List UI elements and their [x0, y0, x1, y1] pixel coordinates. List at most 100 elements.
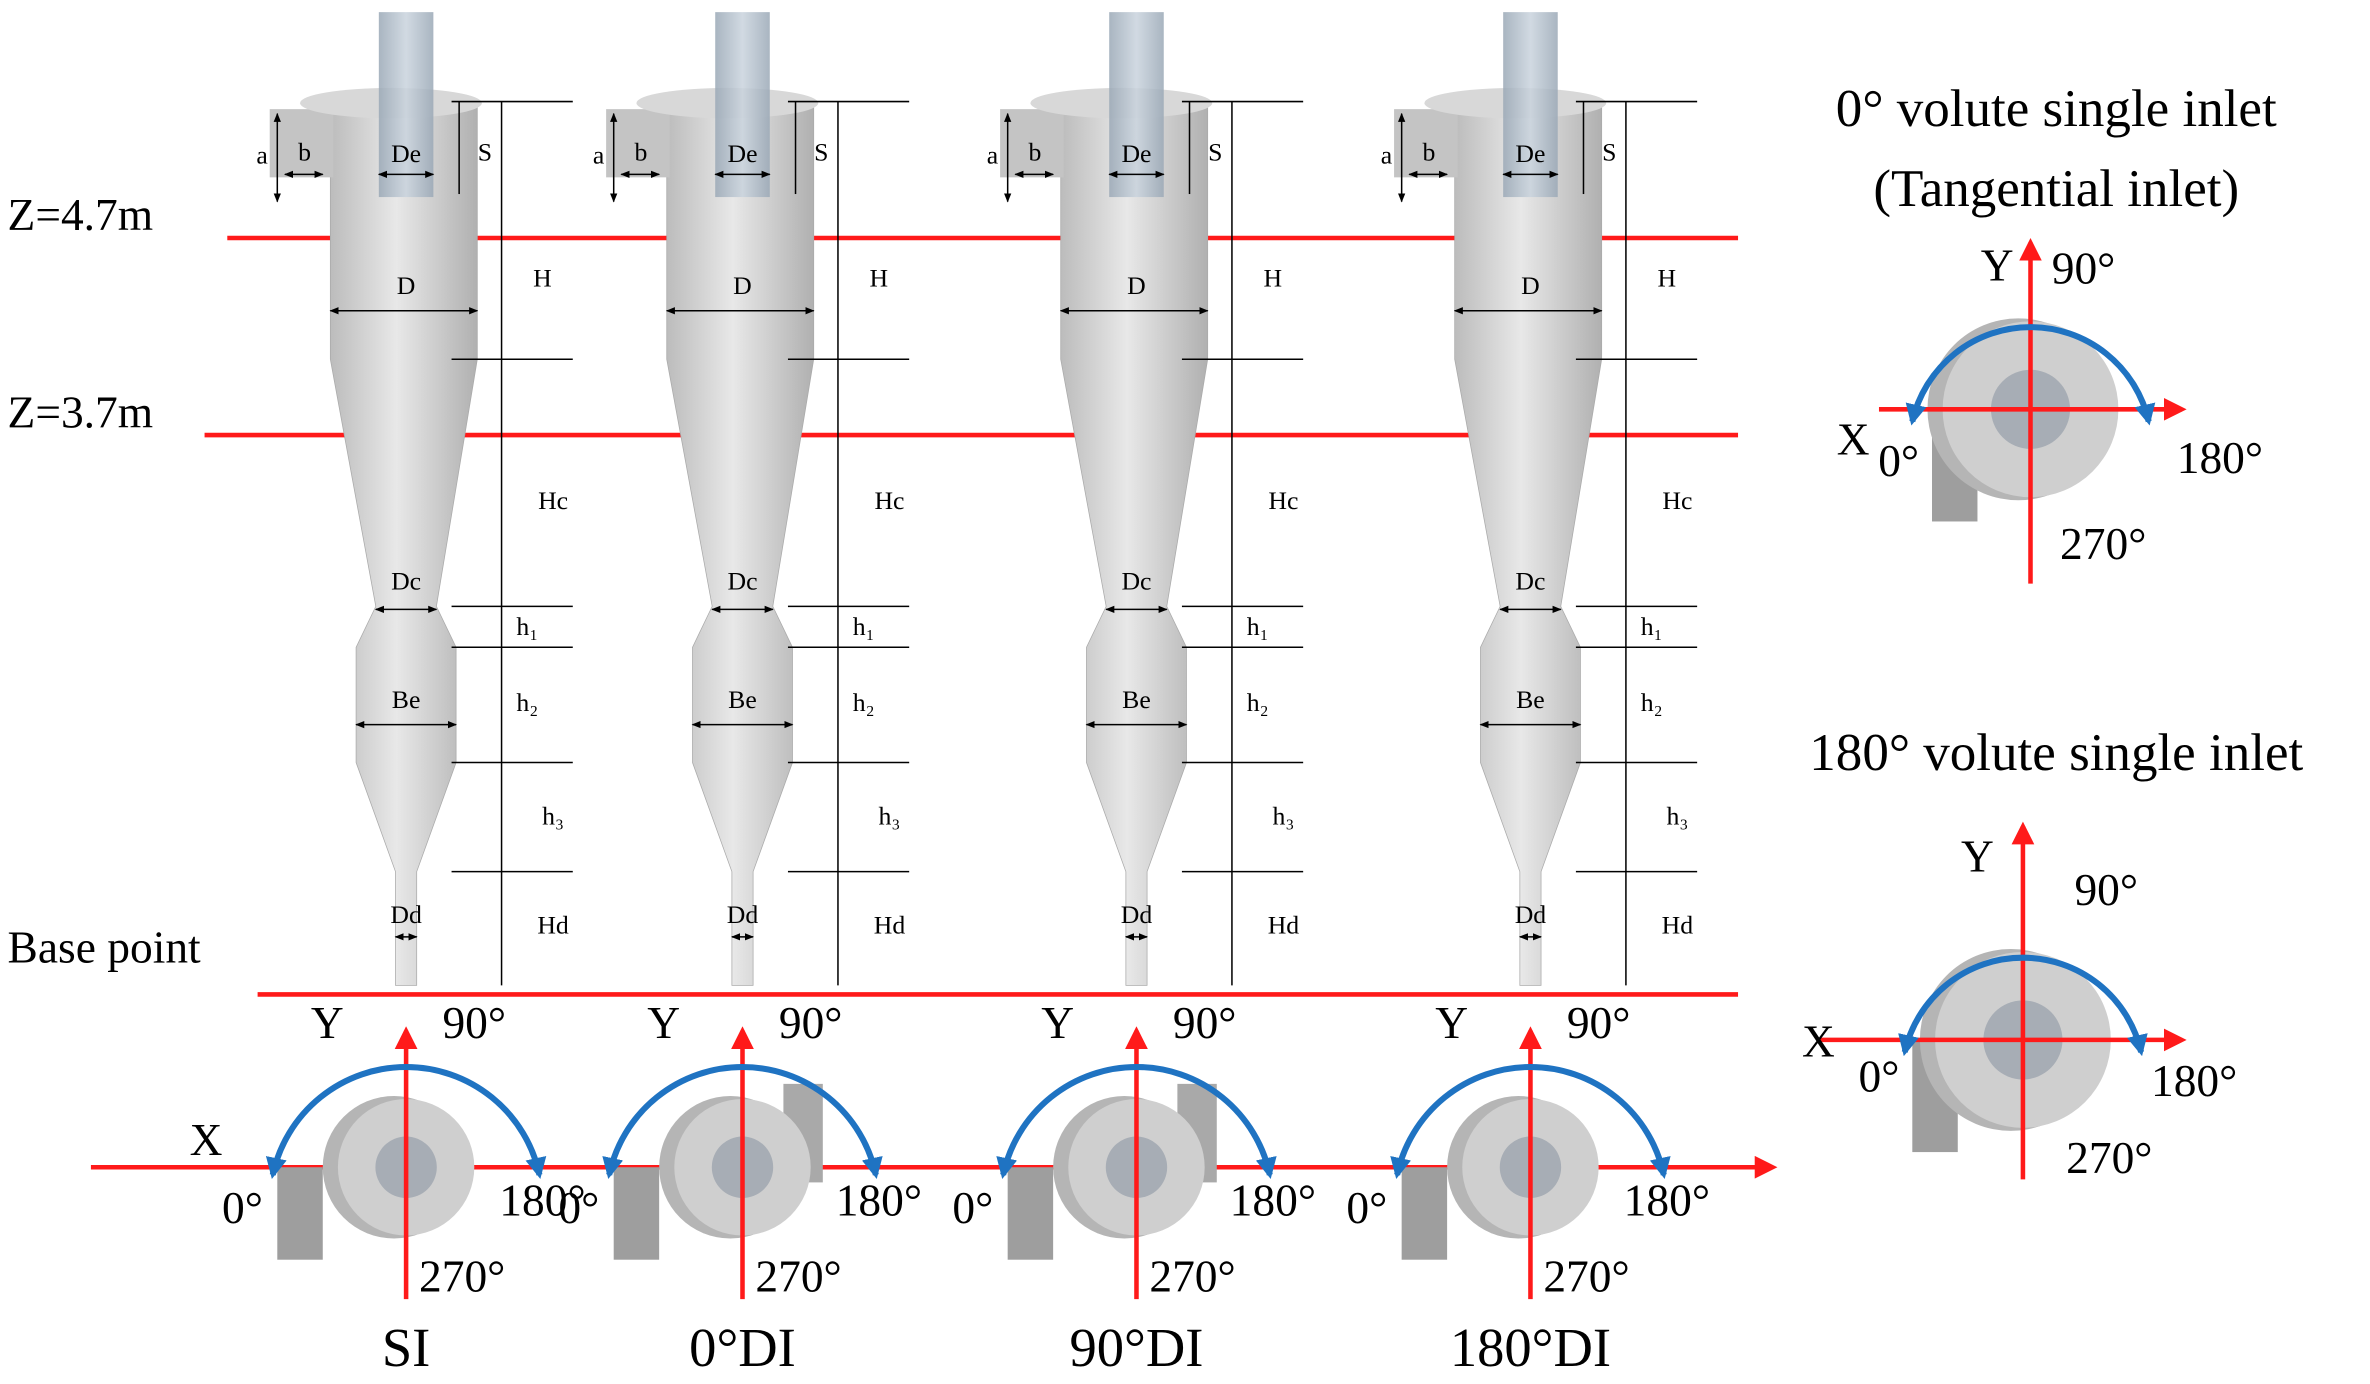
label: h₁	[516, 612, 538, 641]
label: Dd	[390, 900, 422, 929]
inlet	[613, 1167, 660, 1260]
label: Hc	[1268, 486, 1298, 515]
label: 270°	[419, 1250, 505, 1301]
label: Base point	[8, 921, 201, 972]
outlet-pipe	[715, 12, 770, 198]
angle-arc	[1898, 954, 2148, 1057]
stage: Z=4.7m Z=3.7m Base point a b De S D H Hc Dc h₁ Be h₂ h…	[8, 12, 2303, 1378]
label: 0°DI	[689, 1317, 796, 1378]
label: h₁	[853, 612, 875, 641]
label: 0°	[1878, 435, 1919, 486]
label: H	[533, 263, 552, 292]
label: H	[1264, 263, 1283, 292]
label: Dc	[391, 567, 421, 596]
label: b	[298, 138, 311, 167]
label: h₁	[1247, 612, 1269, 641]
label: 270°	[2060, 518, 2146, 569]
label: 180° volute single inlet	[1809, 724, 2303, 782]
label: SI	[382, 1317, 431, 1378]
label: h₂	[1641, 688, 1663, 717]
label: 180°	[2177, 432, 2263, 483]
label: a	[256, 141, 268, 170]
label: b	[1422, 138, 1435, 167]
label: D	[1127, 271, 1146, 300]
label: H	[1658, 263, 1677, 292]
label: X	[1837, 414, 1870, 465]
label: 180°	[1624, 1175, 1710, 1226]
outlet-pipe	[378, 12, 434, 198]
label: Y	[1961, 830, 1994, 881]
label: Dd	[727, 900, 759, 929]
label: D	[733, 271, 752, 300]
label: Y	[1041, 997, 1074, 1048]
label: Dc	[1121, 567, 1151, 596]
label: 270°	[1149, 1250, 1235, 1301]
label: Be	[728, 685, 757, 714]
label: Dc	[727, 567, 757, 596]
label: Be	[1516, 685, 1545, 714]
label: De	[1121, 139, 1151, 168]
angle-arc	[996, 1064, 1277, 1179]
label: 270°	[1543, 1250, 1629, 1301]
label: Y	[647, 997, 680, 1048]
cyclone-body	[1454, 105, 1603, 986]
label: 0°	[952, 1182, 993, 1233]
label: S	[1208, 138, 1222, 167]
label: (Tangential inlet)	[1873, 160, 2239, 218]
label: b	[1029, 138, 1042, 167]
label: Y	[311, 997, 344, 1048]
label: 90°	[1567, 997, 1631, 1048]
outlet-pipe	[1109, 12, 1164, 198]
label: 270°	[755, 1250, 841, 1301]
label: Y	[1981, 239, 2014, 290]
label: 90°	[2074, 864, 2138, 915]
label: 90°DI	[1070, 1317, 1204, 1378]
label: Z=3.7m	[8, 386, 154, 437]
label: a	[593, 141, 605, 170]
outlet-pipe	[1503, 12, 1558, 198]
label: De	[391, 139, 421, 168]
label: Z=4.7m	[8, 189, 154, 240]
label: Hd	[537, 911, 569, 940]
angle-arc	[1905, 324, 2156, 426]
cyclone-body	[329, 105, 478, 986]
angle-arc	[602, 1064, 883, 1179]
inlet	[277, 1167, 323, 1260]
label: S	[814, 138, 828, 167]
label: 90°	[779, 997, 843, 1048]
label: Be	[392, 685, 421, 714]
cyclone-body	[1060, 105, 1209, 986]
label: h₂	[516, 688, 538, 717]
label: D	[397, 271, 416, 300]
label: 90°	[442, 997, 506, 1048]
label: Hc	[538, 486, 568, 515]
label: Hc	[874, 486, 904, 515]
label: Y	[1435, 997, 1468, 1048]
label: h₃	[879, 801, 901, 830]
label: Hd	[1268, 911, 1300, 940]
label: S	[1602, 138, 1616, 167]
label: 0°	[1346, 1182, 1387, 1233]
label: 270°	[2066, 1132, 2152, 1183]
label: 0°	[222, 1182, 263, 1233]
label: h₂	[853, 688, 875, 717]
label: 90°	[2052, 242, 2116, 293]
label: h₁	[1641, 612, 1663, 641]
label: X	[190, 1114, 223, 1165]
label: 180°	[1230, 1175, 1316, 1226]
label: Hc	[1662, 486, 1692, 515]
label: Hd	[1662, 911, 1694, 940]
cyclone-body	[666, 105, 815, 986]
label: 0°	[558, 1182, 599, 1233]
label: 90°	[1173, 997, 1237, 1048]
label: De	[1515, 139, 1545, 168]
label: Dd	[1121, 900, 1153, 929]
angle-arc	[265, 1064, 547, 1179]
label: h₃	[1667, 801, 1689, 830]
inlet	[1007, 1167, 1054, 1260]
label: 180°	[836, 1175, 922, 1226]
label: 180°	[499, 1175, 585, 1226]
label: h₃	[542, 801, 564, 830]
label: 180°DI	[1450, 1317, 1611, 1378]
label: 180°	[2151, 1055, 2237, 1106]
